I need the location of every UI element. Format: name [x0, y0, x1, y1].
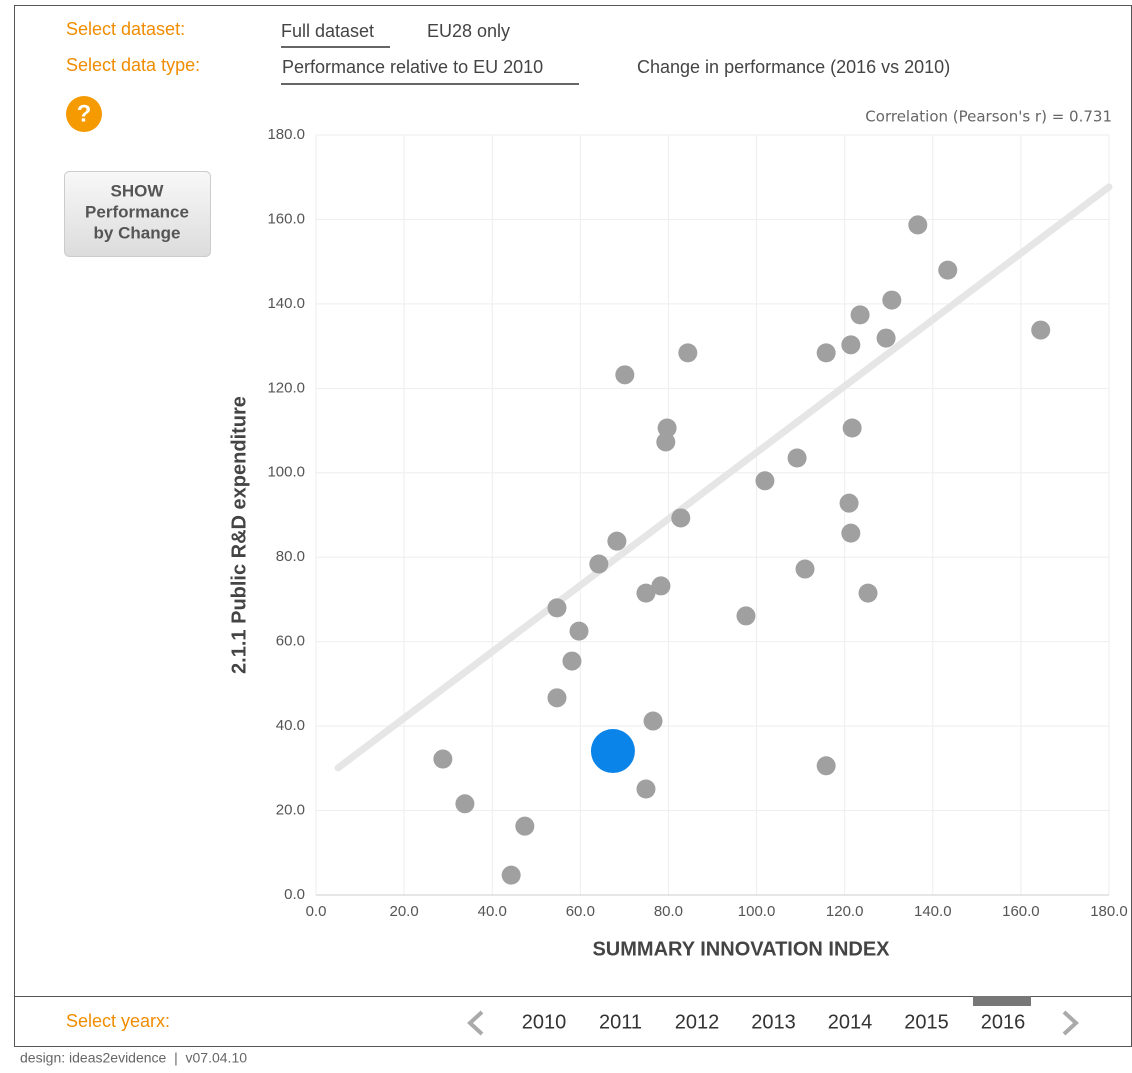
dataset-label: Select dataset: [66, 19, 185, 39]
button-line: Performance [85, 202, 189, 221]
point [657, 418, 677, 438]
x-tick-label: 100.0 [738, 903, 776, 920]
prev-arrow[interactable] [467, 1010, 484, 1036]
trendline [334, 183, 1113, 772]
point [636, 583, 656, 603]
point [547, 598, 567, 618]
point [795, 559, 815, 579]
point [908, 215, 928, 235]
x-tick-label: 40.0 [478, 903, 507, 920]
point [651, 576, 671, 596]
year[interactable]: 2010 [522, 1011, 567, 1033]
y-tick-label: 100.0 [267, 464, 305, 481]
y-tick-label: 180.0 [267, 126, 305, 143]
y-tick-label: 80.0 [276, 548, 305, 565]
point [816, 756, 836, 776]
year[interactable]: 2015 [904, 1011, 949, 1033]
highlight-point [590, 729, 635, 774]
year[interactable]: 2013 [751, 1011, 796, 1033]
year-label: Select yearx: [66, 1011, 170, 1031]
datatype-label: Select data type: [66, 55, 200, 75]
frame [14, 5, 1132, 1047]
button-label: SHOW Performance by Change [85, 181, 189, 242]
point [755, 471, 775, 491]
y-tick-label: 0.0 [284, 886, 305, 903]
x-axis-title: SUMMARY INNOVATION INDEX [592, 938, 890, 960]
point [816, 343, 836, 363]
point [643, 711, 663, 731]
year[interactable]: 2012 [675, 1011, 720, 1033]
y-tick-label: 160.0 [267, 210, 305, 227]
x-tick-label: 140.0 [914, 903, 952, 920]
point [858, 583, 878, 603]
year[interactable]: 2016 [981, 1011, 1026, 1033]
show-button[interactable] [64, 171, 211, 257]
selected-year-marker [973, 996, 1031, 1006]
chart: 0.0 20.0 40.0 60.0 80.0 100.0 120.0 140.0 160.0 1… [267, 126, 1127, 920]
year[interactable]: 2014 [828, 1011, 873, 1033]
point [882, 290, 902, 310]
dataset-option[interactable]: Full dataset [281, 21, 374, 41]
dataset-option[interactable]: EU28 only [427, 21, 510, 41]
x-tick-label: 0.0 [306, 903, 327, 920]
point [569, 621, 589, 641]
y-tick-label: 40.0 [276, 717, 305, 734]
footer: design: ideas2evidence | v07.04.10 [20, 1050, 247, 1066]
x-tick-label: 60.0 [566, 903, 595, 920]
point [839, 493, 859, 513]
y-tick-label: 20.0 [276, 802, 305, 819]
point [841, 523, 861, 543]
x-tick-label: 180.0 [1090, 903, 1128, 920]
point [589, 554, 609, 574]
y-tick-label: 140.0 [267, 295, 305, 312]
help-icon[interactable] [66, 96, 102, 132]
year[interactable]: 2011 [599, 1011, 642, 1033]
x-tick-label: 120.0 [826, 903, 864, 920]
button-line: by Change [94, 223, 181, 242]
point [455, 794, 475, 814]
button-line: SHOW [111, 181, 165, 200]
point [678, 343, 698, 363]
point [615, 365, 635, 385]
point [433, 749, 453, 769]
y-tick-label: 120.0 [267, 379, 305, 396]
point [562, 651, 582, 671]
point [607, 531, 627, 551]
point [736, 606, 756, 626]
y-tick-label: 60.0 [276, 633, 305, 650]
x-tick-label: 160.0 [1002, 903, 1040, 920]
point [501, 865, 521, 885]
next-arrow[interactable] [1062, 1010, 1079, 1036]
point [636, 779, 656, 799]
datatype-option[interactable]: Change in performance (2016 vs 2010) [637, 57, 950, 77]
point [656, 432, 676, 452]
correlation: Correlation (Pearson's r) = 0.731 [865, 108, 1112, 126]
point [841, 335, 861, 355]
point [850, 305, 870, 325]
x-tick-label: 20.0 [390, 903, 419, 920]
point [671, 508, 691, 528]
point [515, 816, 535, 836]
x-tick-label: 80.0 [654, 903, 683, 920]
point [876, 328, 896, 348]
point [842, 418, 862, 438]
datatype-option[interactable]: Performance relative to EU 2010 [282, 57, 543, 77]
year-list: 2010 2011 2012 2013 2014 2015 2016 [522, 996, 1031, 1033]
point [1031, 320, 1051, 340]
y-axis-title: 2.1.1 Public R&D expenditure [228, 396, 250, 674]
point [787, 448, 807, 468]
point [547, 688, 567, 708]
point [938, 260, 958, 280]
help-icon-text: ? [77, 100, 92, 127]
